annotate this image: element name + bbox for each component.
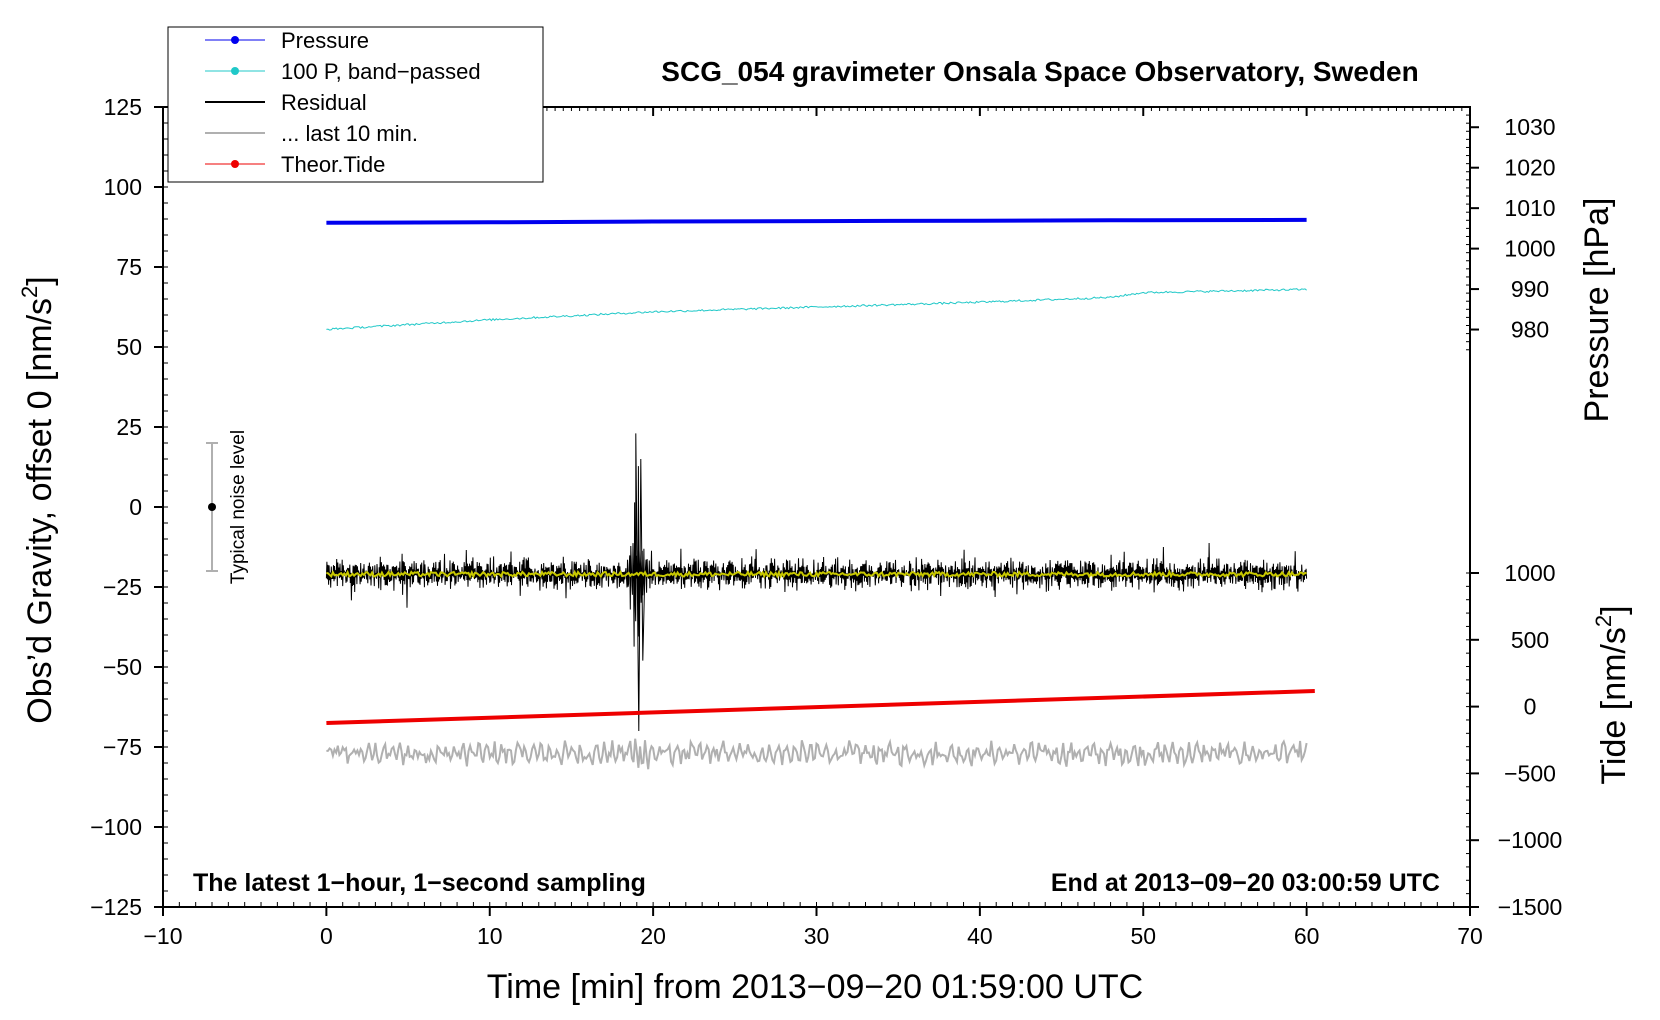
x-tick-label: 20	[640, 923, 666, 949]
y-tick-label-left: 25	[116, 414, 142, 440]
series-band-passed	[326, 288, 1307, 331]
x-tick-label: −10	[143, 923, 182, 949]
y-axis-label-left-sup: 2	[17, 286, 42, 298]
x-tick-label: 50	[1130, 923, 1156, 949]
y-tick-label-left: 100	[104, 174, 142, 200]
y-tick-label-left: 50	[116, 334, 142, 360]
x-tick-label: 0	[320, 923, 333, 949]
plot-frame	[162, 106, 1471, 908]
tide-tick-label: −500	[1504, 760, 1556, 786]
x-tick-label: 60	[1294, 923, 1320, 949]
y-tick-label-left: 0	[129, 494, 142, 520]
legend-swatch-dot	[231, 36, 239, 44]
noise-level-bar: Typical noise level	[206, 430, 249, 584]
y-axis-label-tide-end: ]	[1595, 605, 1633, 614]
series-pressure	[326, 217, 1307, 225]
axis-ticks: −10 0 10 20 30 40 50 60 701251007550250−25−50−75…	[90, 94, 1562, 949]
legend: Pressure 100 P, band−passed Residual ... la…	[167, 26, 544, 183]
series-layer	[325, 217, 1315, 770]
pressure-tick-label: 990	[1511, 276, 1549, 302]
y-axis-label-left-end: ]	[21, 276, 59, 285]
y-tick-label-left: 125	[104, 94, 142, 120]
y-axis-label-left-main: Obs’d Gravity, offset 0 [nm/s	[21, 298, 59, 724]
series-residual	[325, 433, 1308, 732]
x-tick-label: 70	[1457, 923, 1483, 949]
y-tick-label-left: −50	[103, 654, 142, 680]
y-axis-label-tide: Tide [nm/s2]	[1591, 605, 1633, 784]
y-axis-label-pressure: Pressure [hPa]	[1578, 198, 1616, 423]
pressure-tick-label: 1010	[1504, 195, 1555, 221]
x-tick-label: 40	[967, 923, 993, 949]
y-axis-label-left: Obs’d Gravity, offset 0 [nm/s2]	[17, 276, 59, 723]
tide-tick-label: −1000	[1498, 827, 1563, 853]
legend-label: Theor.Tide	[281, 152, 385, 177]
y-tick-label-left: −25	[103, 574, 142, 600]
tide-tick-label: 0	[1524, 694, 1537, 720]
chart-title: SCG_054 gravimeter Onsala Space Observat…	[661, 56, 1418, 87]
series-residual-mean	[326, 569, 1307, 579]
y-tick-label-left: −125	[90, 894, 142, 920]
pressure-tick-label: 1020	[1504, 155, 1555, 181]
y-tick-label-left: 75	[116, 254, 142, 280]
legend-label: Pressure	[281, 28, 369, 53]
legend-swatch-dot	[231, 160, 239, 168]
annotation-bottom-left: The latest 1−hour, 1−second sampling	[193, 869, 646, 897]
legend-label: ... last 10 min.	[281, 121, 418, 146]
legend-label: Residual	[281, 90, 367, 115]
y-tick-label-left: −100	[90, 814, 142, 840]
x-tick-label: 10	[477, 923, 503, 949]
x-tick-label: 30	[804, 923, 830, 949]
pressure-tick-label: 1030	[1504, 114, 1555, 140]
minor-ticks	[162, 106, 1471, 908]
series-theor-tide	[326, 689, 1315, 725]
pressure-tick-label: 1000	[1504, 236, 1555, 262]
tide-tick-label: −1500	[1498, 894, 1563, 920]
x-axis-label: Time [min] from 2013−09−20 01:59:00 UTC	[487, 968, 1143, 1006]
legend-swatch-dot	[231, 67, 239, 75]
noise-bar-center-dot	[208, 503, 217, 511]
tide-tick-label: 500	[1511, 627, 1549, 653]
legend-box	[167, 26, 544, 183]
noise-bar-label: Typical noise level	[228, 430, 249, 584]
y-axis-label-tide-sup: 2	[1591, 615, 1616, 627]
y-tick-label-left: −75	[103, 734, 142, 760]
legend-label: 100 P, band−passed	[281, 59, 481, 84]
y-axis-label-tide-main: Tide [nm/s	[1595, 627, 1633, 784]
annotation-bottom-right: End at 2013−09−20 03:00:59 UTC	[1051, 869, 1440, 897]
pressure-tick-label: 980	[1511, 317, 1549, 343]
series-last-10-min	[326, 738, 1308, 770]
tide-tick-label: 1000	[1504, 560, 1555, 586]
